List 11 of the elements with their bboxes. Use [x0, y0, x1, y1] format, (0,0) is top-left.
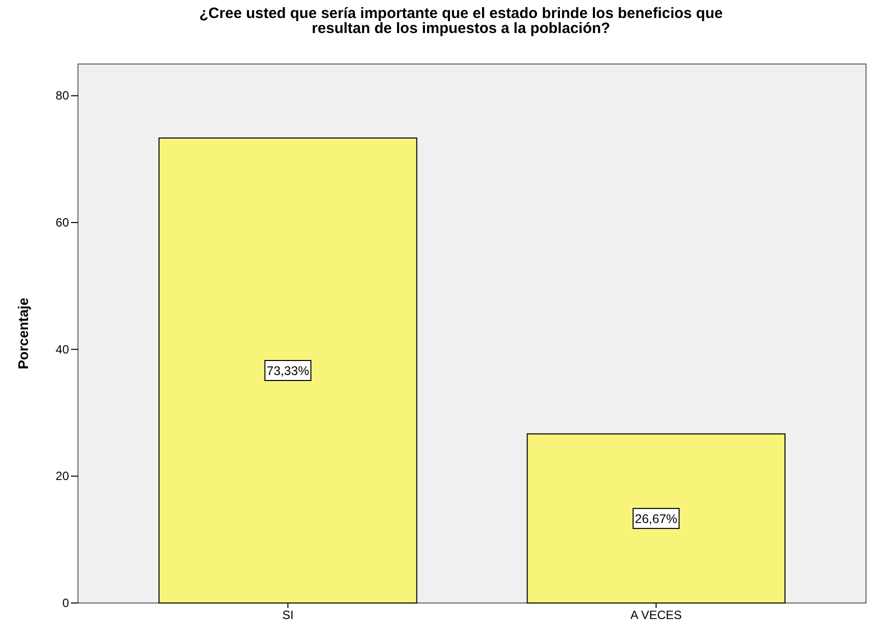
x-tick-label: A VECES: [630, 608, 682, 622]
data-label: 73,33%: [266, 364, 310, 378]
y-tick-label: 80: [56, 88, 70, 103]
y-tick-label: 0: [62, 596, 70, 610]
data-label: 26,67%: [634, 512, 678, 526]
y-tick-label: 60: [56, 216, 70, 230]
y-axis-title: Porcentaje: [15, 297, 31, 370]
x-tick-label: SI: [282, 608, 294, 622]
chart-title: ¿Cree usted que sería importante que el estado brinde los beneficios que resultan de los impuestos a la población?: [199, 5, 723, 37]
y-tick-label: 20: [56, 469, 70, 484]
y-tick-label: 40: [56, 342, 70, 356]
